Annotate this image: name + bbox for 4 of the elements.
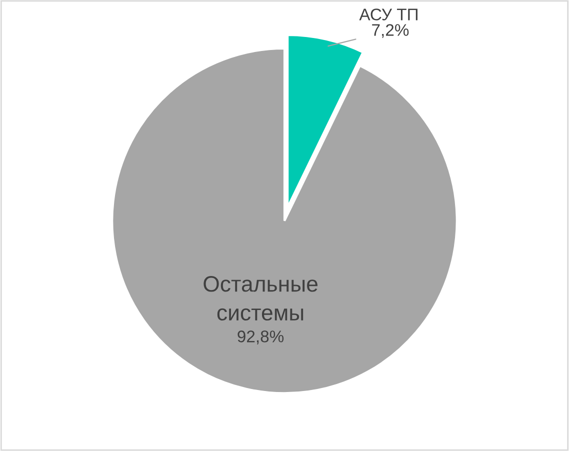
data-label: 92,8% — [238, 330, 284, 344]
slice-label: АСУ ТП — [359, 8, 418, 20]
data-label: 7,2% — [372, 24, 409, 38]
slice-label: Остальные системы — [204, 276, 318, 321]
